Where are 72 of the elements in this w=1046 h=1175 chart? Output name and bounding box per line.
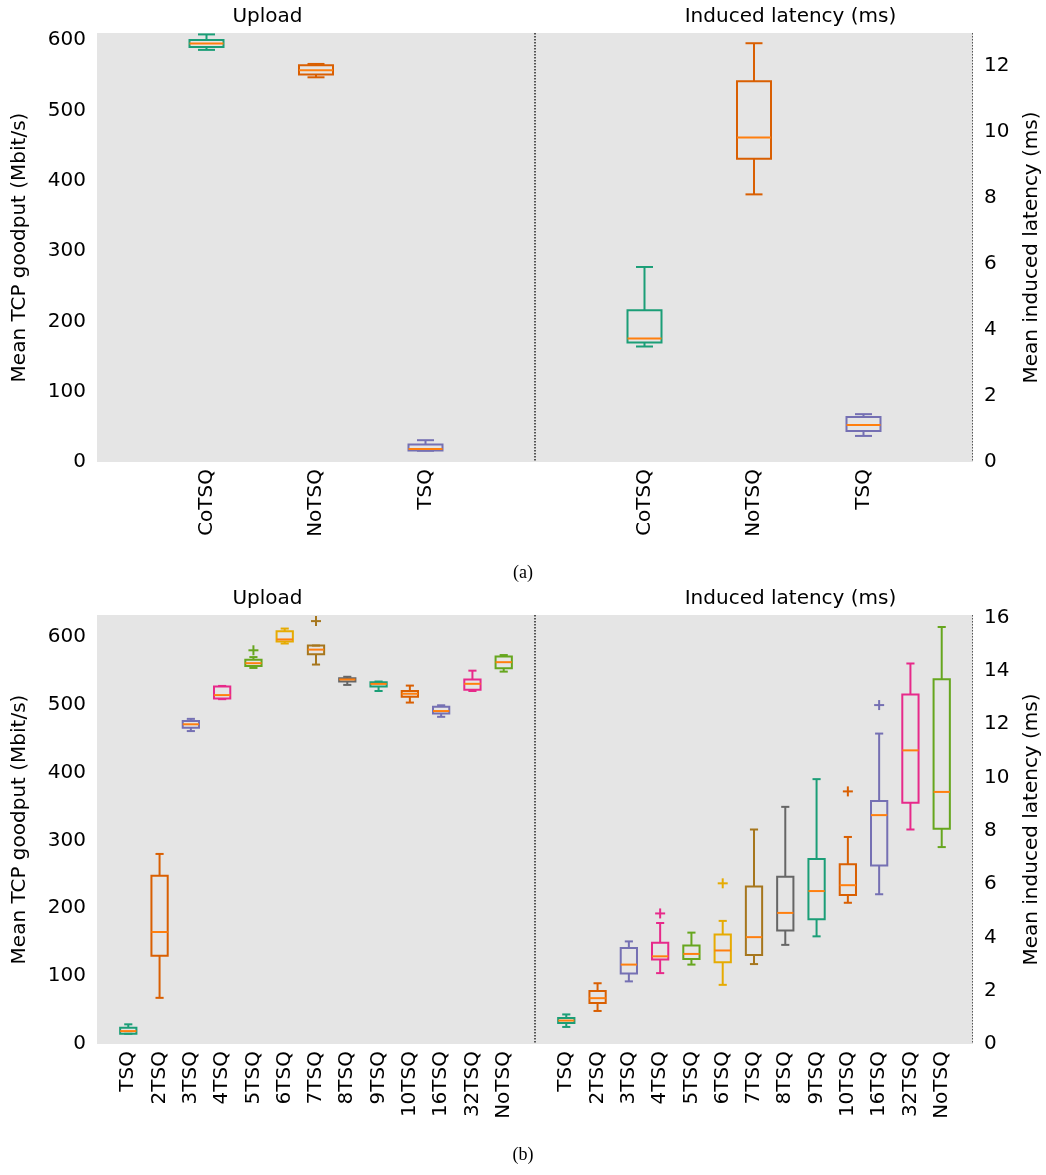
x-tick-label: 8TSQ <box>771 1051 796 1105</box>
y-tick-label: 300 <box>47 826 86 851</box>
x-tick-label: CoTSQ <box>192 469 217 536</box>
x-tick-label: 3TSQ <box>177 1051 202 1105</box>
x-tick-label: 2TSQ <box>583 1051 608 1105</box>
x-tick-label: 7TSQ <box>302 1051 327 1105</box>
y2-tick-label: 6 <box>984 250 997 275</box>
y-tick-label: 200 <box>47 307 86 332</box>
y2-tick-label: 6 <box>984 870 997 895</box>
y2-tick-label: 4 <box>984 923 997 948</box>
y-tick-label: 400 <box>47 166 86 191</box>
y-tick-label: 100 <box>47 377 86 402</box>
chart-title: Upload <box>232 3 303 28</box>
y2-tick-label: 4 <box>984 316 997 341</box>
y-axis-title: Mean TCP goodput (Mbit/s) <box>6 694 31 965</box>
y-tick-label: 100 <box>47 962 86 987</box>
x-tick-label: NoTSQ <box>489 1051 514 1119</box>
y2-tick-label: 14 <box>984 657 1010 682</box>
y2-tick-label: 0 <box>984 448 997 473</box>
y-tick-label: 600 <box>47 26 86 51</box>
y2-axis-title: Mean induced latency (ms) <box>1018 111 1043 384</box>
x-tick-label: 3TSQ <box>615 1051 640 1105</box>
y2-tick-label: 10 <box>984 118 1010 143</box>
y2-axis-title: Mean induced latency (ms) <box>1018 693 1043 966</box>
x-tick-label: 5TSQ <box>239 1051 264 1105</box>
y2-tick-label: 10 <box>984 763 1010 788</box>
x-tick-label: 32TSQ <box>458 1051 483 1118</box>
x-tick-label: 16TSQ <box>427 1051 452 1118</box>
chart-title: Induced latency (ms) <box>684 585 897 610</box>
y2-tick-label: 2 <box>984 976 997 1001</box>
y-tick-label: 500 <box>47 96 86 121</box>
x-tick-label: 6TSQ <box>708 1051 733 1105</box>
y2-tick-label: 8 <box>984 184 997 209</box>
x-tick-label: 10TSQ <box>834 1051 859 1118</box>
x-tick-label: 4TSQ <box>208 1051 233 1105</box>
y2-tick-label: 12 <box>984 710 1010 735</box>
x-tick-label: TSQ <box>411 469 436 511</box>
y-tick-label: 600 <box>47 622 86 647</box>
y-tick-label: 500 <box>47 690 86 715</box>
x-tick-label: CoTSQ <box>630 469 655 536</box>
x-tick-label: 16TSQ <box>865 1051 890 1118</box>
y-tick-label: 300 <box>47 237 86 262</box>
y2-tick-label: 0 <box>984 1030 997 1055</box>
chart-title: Induced latency (ms) <box>684 3 897 28</box>
x-tick-label: 2TSQ <box>145 1051 170 1105</box>
y-axis-title: Mean TCP goodput (Mbit/s) <box>6 112 31 383</box>
x-tick-label: TSQ <box>114 1051 139 1093</box>
x-tick-label: 4TSQ <box>646 1051 671 1105</box>
x-tick-label: 9TSQ <box>364 1051 389 1105</box>
x-tick-label: 5TSQ <box>677 1051 702 1105</box>
y-tick-label: 0 <box>73 1030 86 1055</box>
y2-tick-label: 12 <box>984 52 1010 77</box>
x-tick-label: TSQ <box>849 469 874 511</box>
x-tick-label: 10TSQ <box>396 1051 421 1118</box>
y-tick-label: 0 <box>73 448 86 473</box>
chart-title: Upload <box>232 585 303 610</box>
y2-tick-label: 2 <box>984 382 997 407</box>
x-tick-label: 8TSQ <box>333 1051 358 1105</box>
x-tick-label: 9TSQ <box>802 1051 827 1105</box>
x-tick-label: 6TSQ <box>270 1051 295 1105</box>
y2-tick-label: 16 <box>984 603 1010 628</box>
text: (a) <box>512 562 534 582</box>
x-tick-label: TSQ <box>552 1051 577 1093</box>
y2-tick-label: 8 <box>984 817 997 842</box>
y-tick-label: 400 <box>47 758 86 783</box>
x-tick-label: 7TSQ <box>740 1051 765 1105</box>
x-tick-label: NoTSQ <box>740 469 765 537</box>
x-tick-label: 32TSQ <box>896 1051 921 1118</box>
x-tick-label: NoTSQ <box>927 1051 952 1119</box>
x-tick-label: NoTSQ <box>302 469 327 537</box>
text: (b) <box>511 1144 535 1164</box>
y-tick-label: 200 <box>47 894 86 919</box>
